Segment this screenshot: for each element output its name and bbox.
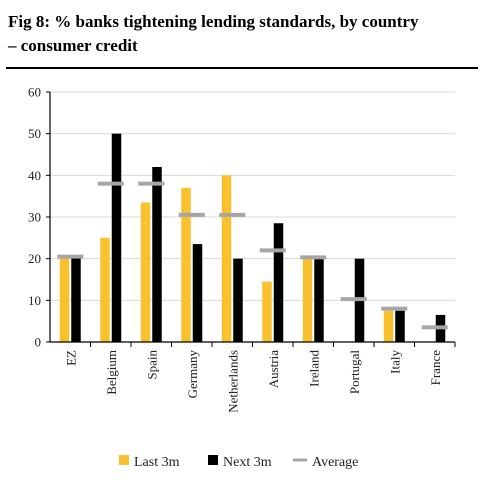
bar-last-3m bbox=[383, 310, 394, 342]
y-axis-ticks: 0 10 20 30 40 50 60 bbox=[28, 85, 50, 350]
bar-last-3m bbox=[221, 175, 232, 342]
bar-next-3m bbox=[233, 258, 243, 342]
bar-last-3m bbox=[302, 258, 313, 342]
x-tick-label: Spain bbox=[144, 350, 159, 380]
chart-title: Fig 8: % banks tightening lending standa… bbox=[8, 10, 476, 58]
title-rule bbox=[6, 67, 478, 69]
bar-last-3m bbox=[140, 202, 151, 342]
x-tick-label: Belgium bbox=[104, 350, 119, 395]
x-tick-label: Germany bbox=[185, 350, 200, 399]
bar-last-3m bbox=[262, 281, 272, 342]
x-tick-label: Italy bbox=[387, 350, 402, 374]
y-tick-label: 60 bbox=[28, 85, 41, 100]
chart-title-line-1: Fig 8: % banks tightening lending standa… bbox=[8, 12, 419, 31]
x-axis-ticks: EZ Belgium Spain Germany Netherlands Austria I… bbox=[63, 342, 456, 413]
y-tick-label: 20 bbox=[28, 251, 41, 266]
x-tick-label: Netherlands bbox=[225, 350, 240, 413]
chart-title-line-2: – consumer credit bbox=[8, 36, 138, 55]
x-tick-label: Ireland bbox=[306, 350, 321, 387]
bar-last-3m bbox=[100, 237, 110, 342]
bar-next-3m bbox=[111, 133, 122, 342]
legend-label-last-3m: Last 3m bbox=[134, 455, 180, 470]
legend-swatch-next-3m bbox=[208, 455, 218, 465]
legend-label-next-3m: Next 3m bbox=[223, 455, 272, 470]
legend: Last 3m Next 3m Average bbox=[119, 455, 358, 470]
bar-next-3m bbox=[395, 310, 405, 342]
x-tick-label: Portugal bbox=[347, 350, 362, 394]
bar-next-3m bbox=[71, 256, 81, 342]
y-tick-label: 50 bbox=[28, 126, 41, 141]
bar-last-3m bbox=[181, 187, 191, 342]
gridlines bbox=[50, 91, 455, 301]
bar-next-3m bbox=[273, 223, 284, 342]
bar-next-3m bbox=[152, 167, 162, 342]
y-tick-label: 0 bbox=[35, 335, 42, 350]
bar-next-3m bbox=[314, 258, 324, 342]
legend-label-average: Average bbox=[312, 455, 358, 470]
bar-last-3m bbox=[59, 256, 70, 342]
y-tick-label: 40 bbox=[28, 168, 41, 183]
x-tick-label: Austria bbox=[266, 350, 281, 389]
legend-swatch-last-3m bbox=[119, 455, 129, 465]
bars bbox=[59, 133, 446, 342]
average-markers bbox=[57, 181, 448, 330]
x-tick-label: EZ bbox=[63, 350, 78, 366]
x-tick-label: France bbox=[428, 350, 443, 386]
bar-next-3m bbox=[192, 244, 203, 342]
y-tick-label: 30 bbox=[28, 210, 41, 225]
y-tick-label: 10 bbox=[28, 293, 41, 308]
